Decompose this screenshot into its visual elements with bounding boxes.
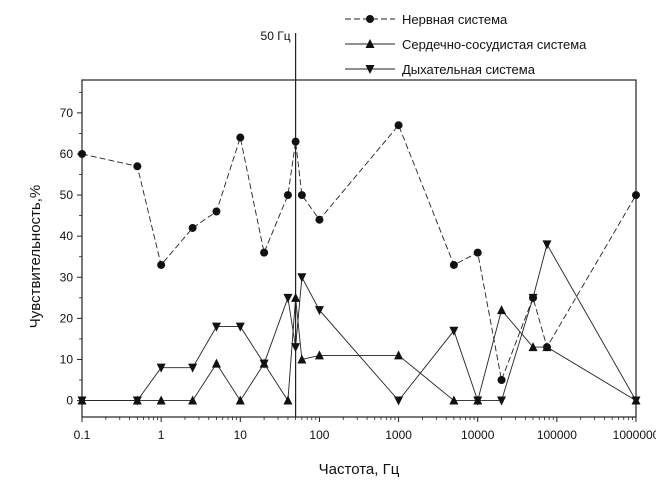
data-point-nervous-system [236,133,245,142]
x-tick-label: 1 [158,428,165,442]
legend-label: Нервная система [402,12,508,27]
series-group [77,121,641,406]
series-line-cardiovascular-system [82,297,637,402]
data-point-nervous-system [449,260,458,269]
series-line-respiratory-system [82,243,637,402]
series-line-nervous-system [81,124,637,382]
data-point-respiratory-system [297,273,307,283]
data-point-cardiovascular-system [235,395,245,405]
plot-frame [81,79,637,418]
data-point-respiratory-system [259,359,269,369]
legend-entry-cardiovascular-system: Сердечно-сосудистая система [345,37,587,52]
data-point-cardiovascular-system [297,354,307,364]
data-point-respiratory-system [291,343,301,353]
x-tick-label: 0.1 [74,428,91,442]
series-cardiovascular-system [77,292,641,405]
legend: Нервная система Сердечно-сосудистая систе… [345,12,587,77]
legend-marker [366,15,374,23]
data-point-nervous-system [188,223,197,232]
data-point-nervous-system [212,207,221,216]
y-tick-label: 20 [60,311,74,325]
legend-entry-nervous-system: Нервная система [345,12,508,27]
y-tick-label: 10 [60,352,74,366]
legend-marker [365,65,375,74]
data-point-cardiovascular-system [188,395,198,405]
data-point-respiratory-system [283,293,293,303]
legend-marker [365,39,375,48]
data-point-cardiovascular-system [291,292,301,302]
legend-label: Дыхательная система [402,62,536,77]
data-point-cardiovascular-system [211,358,221,368]
data-point-nervous-system [133,162,142,171]
data-point-nervous-system [394,121,403,130]
data-point-cardiovascular-system [542,342,552,352]
data-point-respiratory-system [497,396,507,406]
x-tick-label: 10000 [461,428,495,442]
data-point-nervous-system [291,137,300,146]
data-point-respiratory-system [449,326,459,336]
y-tick-label: 40 [60,229,74,243]
data-point-respiratory-system [394,396,404,406]
data-point-cardiovascular-system [528,342,538,352]
data-point-nervous-system [260,248,269,257]
data-point-cardiovascular-system [314,350,324,360]
annotation-group: 50 Гц [261,29,297,417]
data-point-cardiovascular-system [156,395,166,405]
x-axis-title: Частота, Гц [319,461,400,478]
data-point-respiratory-system [528,293,538,303]
data-point-nervous-system [297,191,306,200]
data-point-respiratory-system [211,322,221,332]
data-point-nervous-system [283,191,292,200]
data-point-nervous-system [473,248,482,257]
data-point-respiratory-system [188,363,198,373]
y-tick-label: 0 [66,394,73,408]
y-tick-label: 70 [60,106,74,120]
x-tick-label: 10 [234,428,248,442]
data-point-cardiovascular-system [497,305,507,315]
data-point-respiratory-system [235,322,245,332]
legend-label: Сердечно-сосудистая система [402,37,587,52]
series-respiratory-system [77,240,641,406]
data-point-respiratory-system [631,396,641,406]
x-tick-label: 100 [309,428,329,442]
data-point-nervous-system [157,260,166,269]
y-axis-title: Чувствительность,% [27,185,44,328]
series-nervous-system [78,121,640,385]
data-point-nervous-system [632,191,640,200]
data-point-cardiovascular-system [283,395,293,405]
data-point-nervous-system [497,376,506,385]
data-point-nervous-system [315,215,324,224]
legend-entry-respiratory-system: Дыхательная система [345,62,536,77]
data-point-respiratory-system [77,396,87,406]
y-tick-label: 50 [60,188,74,202]
data-point-respiratory-system [542,240,552,250]
x-tick-label: 100000 [537,428,577,442]
x-tick-label: 1000000 [613,428,656,442]
data-point-respiratory-system [156,363,166,373]
data-point-respiratory-system [473,396,483,406]
data-point-cardiovascular-system [449,395,459,405]
data-point-respiratory-system [314,306,324,316]
y-tick-label: 30 [60,270,74,284]
axes: 0.1 1 10 100 1000 10000 100000 1000000 0 10 20 30 40… [27,79,656,478]
data-point-nervous-system [78,149,86,158]
data-point-respiratory-system [132,396,142,406]
data-point-cardiovascular-system [394,350,404,360]
x-tick-label: 1000 [385,428,412,442]
annotation-label-50hz: 50 Гц [261,29,291,43]
y-tick-label: 60 [60,147,74,161]
